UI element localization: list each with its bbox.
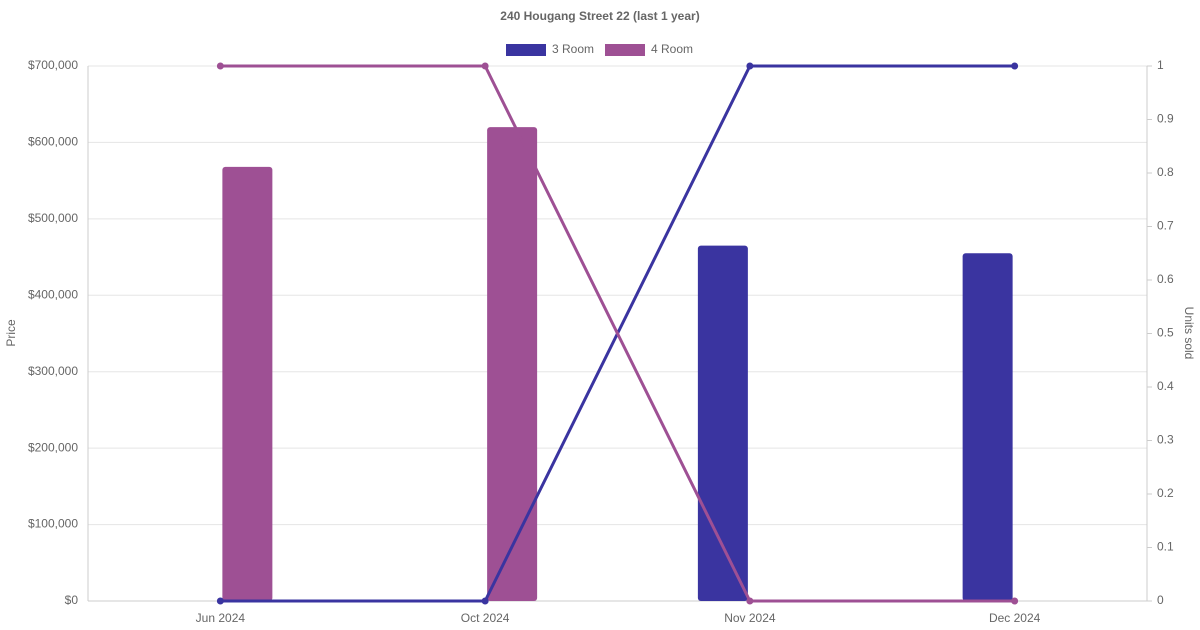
y2-tick-label: 0.2 [1157,486,1174,500]
legend-swatch [605,44,645,56]
legend-label: 4 Room [651,42,693,56]
y2-tick-label: 0.9 [1157,112,1174,126]
y2-tick-label: 0 [1157,593,1164,607]
line-point [746,62,754,70]
y2-tick-label: 0.4 [1157,379,1174,393]
chart-title: 240 Hougang Street 22 (last 1 year) [500,9,699,23]
bar [487,127,538,602]
x-tick-label: Dec 2024 [989,611,1041,625]
line [220,64,1015,603]
bar [962,253,1013,601]
line-point [1011,62,1019,70]
line-point [216,62,224,70]
y2-tick-label: 0.3 [1157,433,1174,447]
y-tick-label: $600,000 [28,135,78,149]
y-tick-label: $500,000 [28,211,78,225]
line-point [746,597,754,605]
legend-label: 3 Room [552,42,594,56]
x-tick-label: Oct 2024 [461,611,510,625]
line-point [216,597,224,605]
bar [697,245,748,601]
line-point [1011,597,1019,605]
line-point [481,62,489,70]
y2-tick-label: 1 [1157,58,1164,72]
y2-tick-label: 0.5 [1157,326,1174,340]
y-tick-label: $100,000 [28,517,78,531]
y-tick-label: $200,000 [28,440,78,454]
y2-axis-title: Units sold [1182,307,1196,360]
y2-tick-label: 0.7 [1157,219,1174,233]
x-tick-label: Nov 2024 [724,611,776,625]
legend-swatch [506,44,546,56]
y2-tick-label: 0.6 [1157,272,1174,286]
x-tick-label: Jun 2024 [196,611,246,625]
y2-tick-label: 0.1 [1157,540,1174,554]
y-tick-label: $700,000 [28,58,78,72]
y-tick-label: $300,000 [28,364,78,378]
y2-tick-label: 0.8 [1157,165,1174,179]
bar [222,166,273,601]
line-point [481,597,489,605]
y-tick-label: $400,000 [28,287,78,301]
y-tick-label: $0 [65,593,79,607]
y-axis-title: Price [4,319,18,347]
